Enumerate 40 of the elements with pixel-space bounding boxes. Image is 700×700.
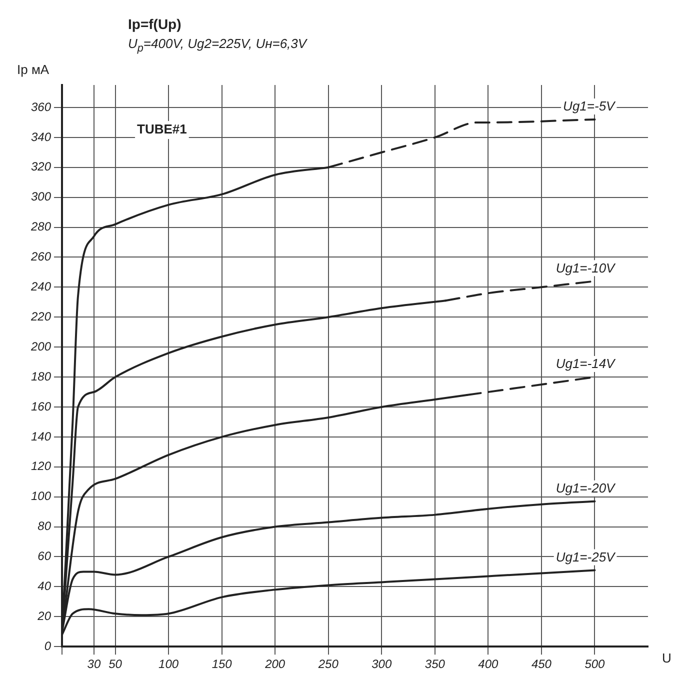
y-tick-label: 300	[30, 189, 52, 204]
y-tick-label: 200	[30, 339, 52, 354]
y-tick-label: 60	[38, 548, 52, 563]
y-tick-label: 120	[30, 458, 52, 473]
series-label: Ug1=-25V	[556, 548, 616, 564]
x-tick-label: 450	[531, 656, 552, 671]
y-tick-label: 220	[30, 309, 52, 324]
series-label: Ug1=-20V	[556, 480, 616, 496]
x-tick-label: 250	[317, 656, 339, 671]
y-tick-label: 40	[38, 578, 52, 593]
x-tick-label: 350	[424, 656, 446, 671]
x-tick-label: 500	[584, 656, 606, 671]
x-tick-label: 30	[87, 656, 101, 671]
y-tick-label: 20	[36, 608, 52, 623]
y-tick-label: 180	[30, 368, 52, 383]
y-tick-label: 260	[30, 249, 52, 264]
y-tick-label: 160	[30, 398, 52, 413]
x-tick-label: 300	[372, 656, 392, 671]
chart-subtitle: U$_{p}$=400V, Ug2=225V, Uн=6,3V	[128, 36, 308, 55]
y-tick-label: 340	[30, 129, 52, 144]
x-axis-title: U	[662, 650, 672, 666]
y-tick-label: 0	[44, 638, 52, 653]
y-tick-label: 80	[38, 518, 52, 533]
chart-title: Ip=f(Up)	[128, 16, 182, 32]
y-tick-label: 320	[30, 159, 52, 174]
y-tick-label: 360	[30, 99, 52, 114]
series-label: Ug1=-10V	[556, 260, 616, 275]
series-label: Ug1=-5V	[563, 98, 616, 114]
x-tick-label: 400	[478, 656, 499, 671]
annotation: TUBE#1	[137, 121, 187, 136]
x-tick-label: 150	[212, 656, 232, 671]
y-tick-label: 240	[30, 279, 52, 294]
x-tick-label: 100	[158, 656, 179, 671]
y-axis-title: Ip мА	[17, 62, 50, 77]
x-tick-label: 50	[108, 656, 122, 671]
y-tick-label: 280	[30, 219, 52, 234]
x-tick-label: 200	[264, 656, 286, 671]
y-tick-label: 100	[30, 488, 52, 503]
series-label: Ug1=-14V	[556, 356, 616, 371]
y-tick-label: 140	[30, 428, 52, 443]
